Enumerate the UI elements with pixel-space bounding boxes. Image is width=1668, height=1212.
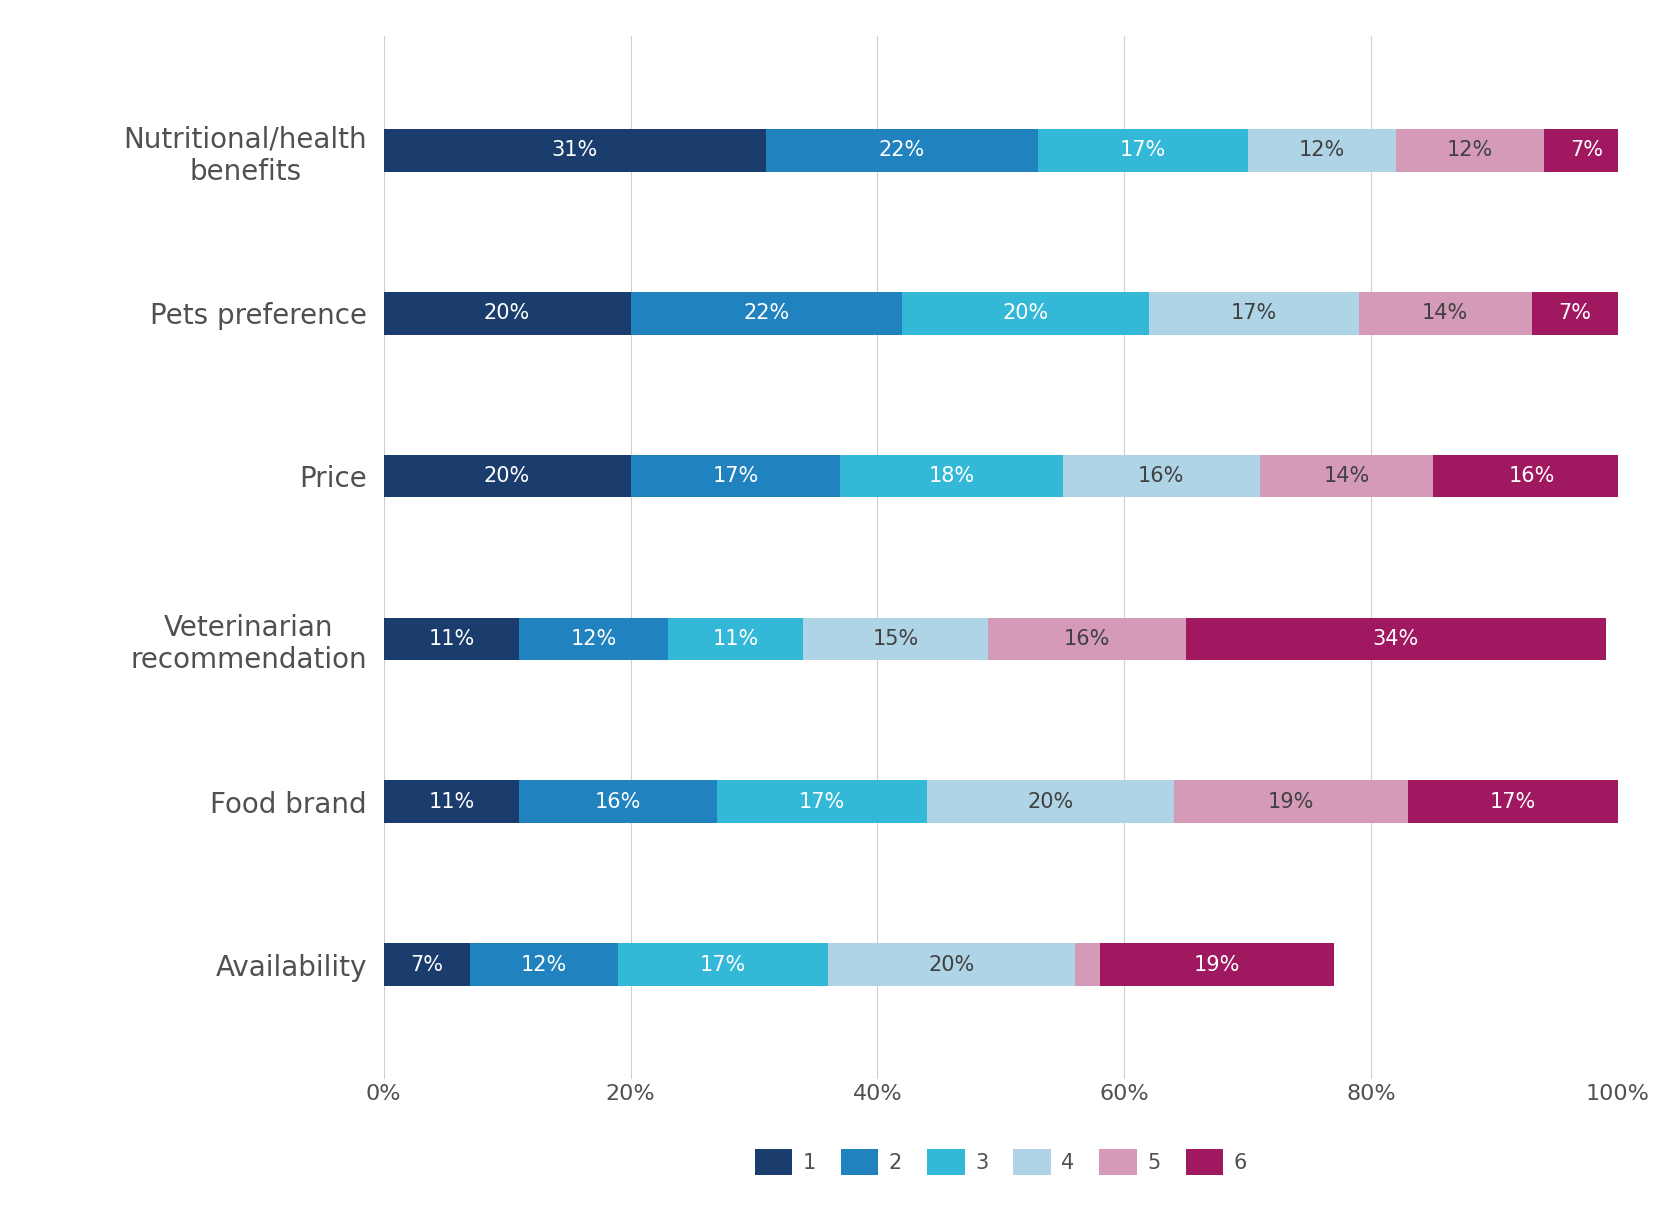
Text: 20%: 20% <box>1027 791 1073 812</box>
Bar <box>619 943 827 987</box>
Text: 11%: 11% <box>712 629 759 648</box>
Text: 12%: 12% <box>1299 141 1344 160</box>
Text: 19%: 19% <box>1268 791 1314 812</box>
Bar <box>1037 128 1248 172</box>
Text: 17%: 17% <box>1490 791 1536 812</box>
Text: 11%: 11% <box>429 629 475 648</box>
Bar <box>631 292 902 335</box>
Bar <box>384 128 766 172</box>
Text: 17%: 17% <box>1119 141 1166 160</box>
Bar <box>519 618 667 661</box>
Bar <box>1149 292 1359 335</box>
Text: 19%: 19% <box>1194 955 1239 974</box>
Bar <box>667 618 804 661</box>
Bar <box>1248 128 1396 172</box>
Bar <box>384 618 519 661</box>
Text: 31%: 31% <box>552 141 599 160</box>
Bar <box>470 943 619 987</box>
Text: 20%: 20% <box>484 303 530 324</box>
Text: 7%: 7% <box>410 955 444 974</box>
Text: 14%: 14% <box>1423 303 1468 324</box>
Text: 17%: 17% <box>701 955 746 974</box>
Bar <box>827 943 1074 987</box>
Bar <box>804 618 989 661</box>
Text: 20%: 20% <box>484 467 530 486</box>
Bar <box>717 781 927 823</box>
Bar <box>902 292 1149 335</box>
Text: 18%: 18% <box>929 467 974 486</box>
Text: 7%: 7% <box>1571 141 1603 160</box>
Bar <box>989 618 1186 661</box>
Text: 22%: 22% <box>744 303 789 324</box>
Bar <box>384 943 470 987</box>
Bar <box>384 454 631 497</box>
Text: 15%: 15% <box>872 629 919 648</box>
Bar <box>1433 454 1630 497</box>
Text: 20%: 20% <box>929 955 974 974</box>
Text: 16%: 16% <box>1064 629 1111 648</box>
Text: 20%: 20% <box>1002 303 1049 324</box>
Text: 16%: 16% <box>1508 467 1555 486</box>
Bar <box>519 781 717 823</box>
Bar <box>841 454 1063 497</box>
Bar <box>1545 128 1630 172</box>
Text: 11%: 11% <box>429 791 475 812</box>
Text: 17%: 17% <box>712 467 759 486</box>
Text: 22%: 22% <box>879 141 926 160</box>
Bar <box>384 292 631 335</box>
Text: 17%: 17% <box>1231 303 1278 324</box>
Bar <box>1063 454 1259 497</box>
Text: 7%: 7% <box>1558 303 1591 324</box>
Bar <box>1359 292 1531 335</box>
Bar <box>1074 943 1099 987</box>
Text: 12%: 12% <box>570 629 617 648</box>
Text: 16%: 16% <box>595 791 642 812</box>
Text: 12%: 12% <box>520 955 567 974</box>
Bar <box>631 454 841 497</box>
Text: 16%: 16% <box>1138 467 1184 486</box>
Text: 14%: 14% <box>1323 467 1369 486</box>
Legend: 1, 2, 3, 4, 5, 6: 1, 2, 3, 4, 5, 6 <box>746 1140 1256 1183</box>
Bar <box>766 128 1037 172</box>
Bar <box>1099 943 1334 987</box>
Bar <box>1396 128 1545 172</box>
Text: 17%: 17% <box>799 791 846 812</box>
Bar <box>1186 618 1606 661</box>
Bar <box>384 781 519 823</box>
Bar <box>1259 454 1433 497</box>
Text: 12%: 12% <box>1446 141 1493 160</box>
Bar <box>1531 292 1618 335</box>
Bar <box>927 781 1174 823</box>
Bar <box>1174 781 1408 823</box>
Bar <box>1408 781 1618 823</box>
Text: 34%: 34% <box>1373 629 1419 648</box>
